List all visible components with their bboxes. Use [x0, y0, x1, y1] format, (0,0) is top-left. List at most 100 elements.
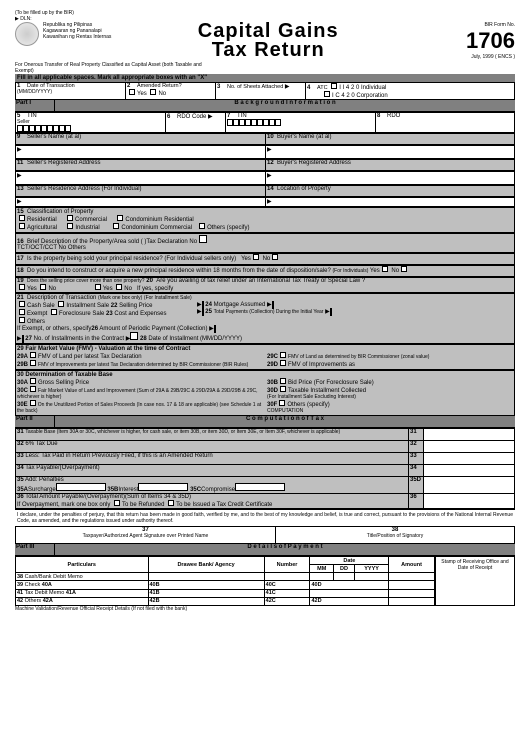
cb-30e[interactable] [30, 400, 36, 406]
cb-19n[interactable] [40, 284, 46, 290]
cb-cash[interactable] [19, 301, 25, 307]
cb-19y[interactable] [19, 284, 25, 290]
amt-31[interactable] [424, 429, 514, 440]
cb-29c[interactable] [280, 352, 286, 358]
amt-35d[interactable] [424, 477, 514, 493]
amt-r39[interactable] [389, 581, 435, 589]
cb-exempt[interactable] [19, 309, 25, 315]
f30b: Bid Price (For Foreclosure Sale) [288, 380, 374, 386]
field-11: 11Seller's Registered Address [16, 160, 266, 170]
row-11-12: 11Seller's Registered Address 12Buyer's … [15, 159, 515, 171]
th-amt: Amount [389, 557, 435, 573]
cb-refund[interactable] [114, 500, 120, 506]
field-4: 4ATC I I 4 2 0 Individual I C 4 2 0 Corp… [306, 83, 514, 99]
payment-table: Particulars Drawee Bank/ Agency Number D… [15, 556, 435, 606]
amt-r42[interactable] [389, 597, 435, 605]
cb-30c[interactable] [30, 386, 36, 392]
field-21-28: 21Description of Transaction (Mark one b… [15, 293, 515, 344]
cb-18n[interactable] [401, 266, 407, 272]
cb-20n[interactable] [116, 284, 122, 290]
f20b: If yes, specify [137, 286, 173, 292]
cb-29d[interactable] [280, 360, 286, 366]
input-12[interactable]: ▶ [266, 172, 514, 184]
field-12: 12Buyer's Registered Address [266, 160, 514, 170]
cb-18y[interactable] [382, 266, 388, 272]
cb-oth21[interactable] [19, 317, 25, 323]
row-39: 39 Check 40A40B40C40D [16, 581, 435, 589]
part1-label: Part I [15, 100, 55, 111]
f9: Seller's Name (at al) [27, 134, 81, 140]
amt-33[interactable] [424, 453, 514, 464]
field-7: 7TIN [226, 113, 376, 132]
inp-27[interactable] [130, 332, 138, 340]
part1-header-row: Part I B a c k g r o u n d I n f o r m a… [15, 100, 515, 112]
amt-r38[interactable] [389, 573, 435, 581]
c21c: Exempt [27, 311, 47, 317]
amt-25[interactable] [330, 308, 332, 316]
amt-26b[interactable] [22, 335, 24, 343]
cb-oth15[interactable] [199, 223, 205, 229]
c15e: Industrial [75, 225, 99, 231]
f36c: To be Refunded [122, 502, 164, 508]
input-11[interactable]: ▶ [16, 172, 266, 184]
atc2-lbl: Corporation [356, 93, 387, 99]
input-9[interactable]: ▶ [16, 146, 266, 158]
f16b: TCT/OCT/CCT No Others [17, 245, 86, 251]
r39: Check [25, 582, 41, 588]
atc1-cb[interactable] [331, 83, 337, 89]
cb-ind[interactable] [67, 223, 73, 229]
amt-35c[interactable] [235, 483, 285, 491]
yes-checkbox[interactable] [129, 89, 135, 95]
cb-inst[interactable] [58, 301, 64, 307]
f32: 6% Tax Due [25, 441, 57, 447]
cb-condor[interactable] [117, 215, 123, 221]
cb-agr[interactable] [19, 223, 25, 229]
cb-30a[interactable] [30, 378, 36, 384]
cb-20y[interactable] [95, 284, 101, 290]
f30a: Gross Selling Price [38, 380, 89, 386]
amt-34[interactable] [424, 465, 514, 476]
field-1: 1Date of Transaction (MM/DD/YYYY) [16, 83, 126, 99]
cb-condoc[interactable] [113, 223, 119, 229]
no-checkbox[interactable] [150, 89, 156, 95]
input-10[interactable]: ▶ [266, 146, 514, 158]
f11: Seller's Registered Address [27, 160, 101, 166]
amt-35b[interactable] [138, 483, 188, 491]
atc2-cb[interactable] [324, 91, 330, 97]
cb-res[interactable] [19, 215, 25, 221]
input-14[interactable]: ▶ [266, 198, 514, 206]
f18b: (For Individuals) [333, 268, 369, 274]
amt-36[interactable] [424, 494, 514, 508]
th-date: Date [310, 557, 389, 565]
f20: Are you availing of tax relief under an … [156, 278, 365, 284]
yes-lbl: Yes [137, 91, 147, 97]
amt-35a[interactable] [56, 483, 106, 491]
row-9-10-input: ▶ ▶ [15, 145, 515, 159]
title-block: Capital Gains Tax Return [111, 22, 425, 60]
amt-r41[interactable] [389, 589, 435, 597]
cb-17n[interactable] [272, 254, 278, 260]
input-16a[interactable] [199, 235, 207, 243]
input-13[interactable]: ▶ [16, 198, 266, 206]
th-bank: Drawee Bank/ Agency [148, 557, 264, 573]
row-38: 38 Cash/Bank Debit Memo [16, 573, 435, 581]
cb-30b[interactable] [280, 378, 286, 384]
cb-tcc[interactable] [168, 500, 174, 506]
cb-29a[interactable] [30, 352, 36, 358]
amt-32[interactable] [424, 441, 514, 452]
c15b: Commercial [75, 217, 107, 223]
f35b: Interest [118, 487, 138, 493]
cb-17y[interactable] [253, 254, 259, 260]
f33: Less: Tax Paid in Return Previously File… [25, 453, 212, 459]
footer: Machine Validation/Revenue Official Rece… [15, 606, 515, 612]
cb-30f[interactable] [279, 400, 285, 406]
f15: Classification of Property [27, 209, 93, 215]
amt-24[interactable] [272, 301, 274, 309]
cb-30d[interactable] [280, 386, 286, 392]
amt-23[interactable] [202, 308, 204, 316]
cb-forecl[interactable] [51, 309, 57, 315]
field-2: 2Amended Return? Yes No [126, 83, 216, 99]
row-5-8: 5TINSeller 6RDO Code ▶ 7TIN 8RDO [15, 112, 515, 133]
cb-com[interactable] [67, 215, 73, 221]
cb-29b[interactable] [30, 360, 36, 366]
